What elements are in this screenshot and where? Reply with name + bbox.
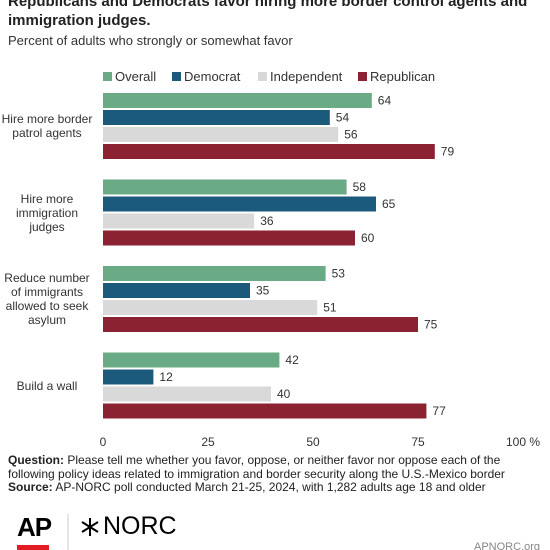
bar [103, 352, 280, 368]
bar [103, 403, 427, 419]
x-tick-label: 75 [411, 435, 425, 449]
value-label: 79 [441, 145, 455, 159]
legend-swatch [172, 72, 181, 81]
x-tick-label: 0 [100, 435, 107, 449]
legend-label: Independent [270, 69, 343, 84]
logo-norc: NORC [103, 512, 177, 540]
category-label: Hire more immigration judges [15, 191, 78, 234]
value-label: 65 [382, 197, 396, 211]
bar [103, 144, 435, 159]
question-text: Please tell me whether you favor, oppose… [8, 453, 505, 481]
value-label: 54 [336, 111, 350, 125]
bar [103, 179, 347, 195]
legend-swatch [358, 72, 367, 81]
ap-underline [17, 545, 49, 550]
x-tick-label: 50 [306, 435, 320, 449]
value-label: 77 [432, 404, 446, 418]
bar [103, 300, 318, 315]
value-label: 40 [277, 387, 291, 401]
chart-title: Republicans and Democrats favor hiring m… [8, 0, 528, 29]
category-label: Reduce number of immigrants allowed to s… [4, 271, 90, 327]
bar [103, 110, 330, 125]
value-label: 58 [353, 180, 367, 194]
source-note: Source: AP-NORC poll conducted March 21-… [8, 480, 546, 495]
value-label: 51 [323, 301, 337, 315]
notes: Question: Please tell me whether you fav… [8, 453, 546, 495]
source-label: Source: [8, 480, 53, 494]
value-label: 64 [378, 94, 392, 108]
legend-swatch [258, 72, 267, 81]
value-label: 75 [424, 318, 438, 332]
legend-label: Republican [370, 69, 435, 84]
question-note: Question: Please tell me whether you fav… [8, 453, 546, 481]
bar [103, 127, 339, 142]
question-label: Question: [8, 453, 64, 467]
legend-label: Overall [115, 69, 156, 84]
norc-star [81, 518, 99, 536]
x-tick-label: 25 [201, 435, 215, 449]
value-label: 56 [344, 128, 358, 142]
bar [103, 369, 154, 385]
bar [103, 283, 250, 298]
bar [103, 230, 355, 246]
bar [103, 266, 326, 281]
bar [103, 93, 372, 108]
chart-subtitle: Percent of adults who strongly or somewh… [8, 33, 293, 48]
category-label: Hire more border patrol agents [1, 112, 93, 140]
bar [103, 196, 376, 212]
source-text: AP-NORC poll conducted March 21-25, 2024… [55, 480, 486, 494]
value-label: 12 [159, 370, 173, 384]
legend-swatch [103, 72, 112, 81]
value-label: 42 [285, 353, 299, 367]
value-label: 53 [332, 267, 346, 281]
x-tick-label: 100 % [506, 435, 540, 449]
legend-label: Democrat [184, 69, 241, 84]
value-label: 60 [361, 231, 375, 245]
value-label: 36 [260, 214, 274, 228]
value-label: 35 [256, 284, 270, 298]
bar [103, 317, 418, 332]
logo-ap: AP [17, 512, 52, 542]
bar [103, 386, 271, 402]
bar [103, 213, 255, 229]
category-label: Build a wall [16, 378, 78, 393]
url: APNORC.org [474, 541, 541, 550]
